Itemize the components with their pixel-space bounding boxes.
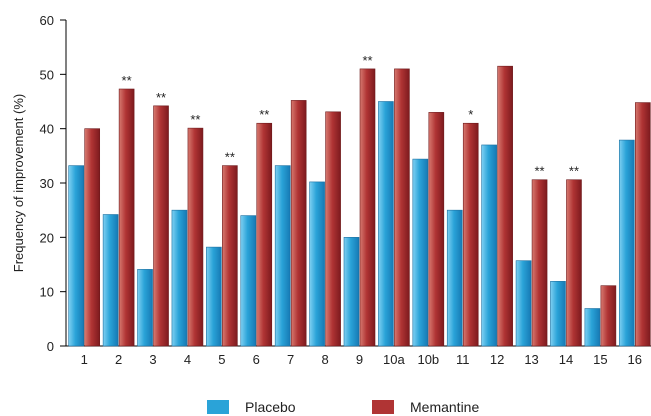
bar-memantine: [325, 111, 341, 347]
y-tick-label: 0: [47, 339, 54, 354]
bar-memantine: [600, 285, 617, 347]
x-tick-label: 7: [287, 352, 294, 367]
bar-placebo: [446, 209, 463, 347]
bar-memantine: [497, 65, 513, 347]
bar-memantine: [84, 128, 101, 347]
significance-label: **: [225, 150, 235, 165]
bar-placebo: [584, 308, 601, 347]
x-tick-label: 6: [253, 352, 260, 367]
y-axis-title: Frequency of improvement (%): [11, 94, 26, 272]
significance-label: **: [259, 107, 269, 122]
bar-placebo: [550, 281, 566, 347]
bar-memantine: [118, 88, 135, 347]
x-tick-label: 15: [593, 352, 607, 367]
bar-memantine: [256, 122, 273, 347]
bar-placebo: [102, 214, 119, 347]
bar-placebo: [240, 215, 257, 347]
bar-memantine: [290, 100, 307, 347]
x-tick-label: 4: [184, 352, 191, 367]
x-tick-label: 14: [559, 352, 573, 367]
bar-placebo: [481, 144, 497, 347]
bar-placebo: [378, 101, 394, 347]
bar-memantine: [462, 122, 479, 347]
y-tick-label: 30: [40, 176, 54, 191]
significance-label: **: [122, 73, 132, 88]
bar-memantine: [359, 68, 376, 347]
bar-placebo: [515, 260, 532, 347]
bar-placebo: [309, 181, 325, 347]
x-tick-label: 16: [628, 352, 642, 367]
y-tick-label: 60: [40, 13, 54, 28]
bar-memantine: [153, 105, 169, 347]
x-tick-label: 9: [356, 352, 363, 367]
significance-label: **: [534, 164, 544, 179]
bar-placebo: [618, 139, 635, 347]
bar-memantine: [428, 112, 445, 347]
bar-memantine: [634, 102, 651, 347]
bar-placebo: [137, 269, 153, 347]
bar-placebo: [343, 237, 360, 347]
legend-swatch-placebo: [207, 400, 229, 414]
x-tick-label: 8: [321, 352, 328, 367]
bar-memantine: [566, 179, 582, 347]
y-tick-label: 50: [40, 67, 54, 82]
x-tick-label: 10a: [383, 352, 405, 367]
legend-label-memantine: Memantine: [410, 399, 479, 415]
bar-memantine: [394, 68, 410, 347]
bar-placebo: [171, 209, 188, 347]
significance-label: **: [190, 112, 200, 127]
significance-label: **: [156, 90, 166, 105]
plot-area: 0 10 20 30 40 50 60 Frequency of improvement (%…: [11, 13, 651, 367]
x-tick-label: 12: [490, 352, 504, 367]
x-tick-label: 2: [115, 352, 122, 367]
x-tick-label: 3: [149, 352, 156, 367]
legend-swatch-memantine: [372, 400, 394, 414]
y-tick-label: 10: [40, 285, 54, 300]
x-tick-label: 13: [524, 352, 538, 367]
bar-placebo: [206, 246, 222, 347]
bar-placebo: [68, 165, 85, 347]
bar-memantine: [531, 179, 548, 347]
y-tick-label: 40: [40, 122, 54, 137]
x-tick-label: 5: [218, 352, 225, 367]
y-tick-label: 20: [40, 230, 54, 245]
bar-memantine: [222, 165, 238, 347]
legend: Placebo Memantine: [207, 399, 479, 415]
x-tick-label: 1: [81, 352, 88, 367]
bar-placebo: [274, 165, 291, 347]
significance-label: **: [362, 53, 372, 68]
significance-label: *: [468, 107, 473, 122]
legend-label-placebo: Placebo: [245, 399, 296, 415]
x-tick-label: 11: [456, 352, 470, 367]
significance-label: **: [569, 164, 579, 179]
x-tick-label: 10b: [417, 352, 439, 367]
bar-memantine: [187, 127, 204, 347]
bar-placebo: [412, 158, 429, 347]
